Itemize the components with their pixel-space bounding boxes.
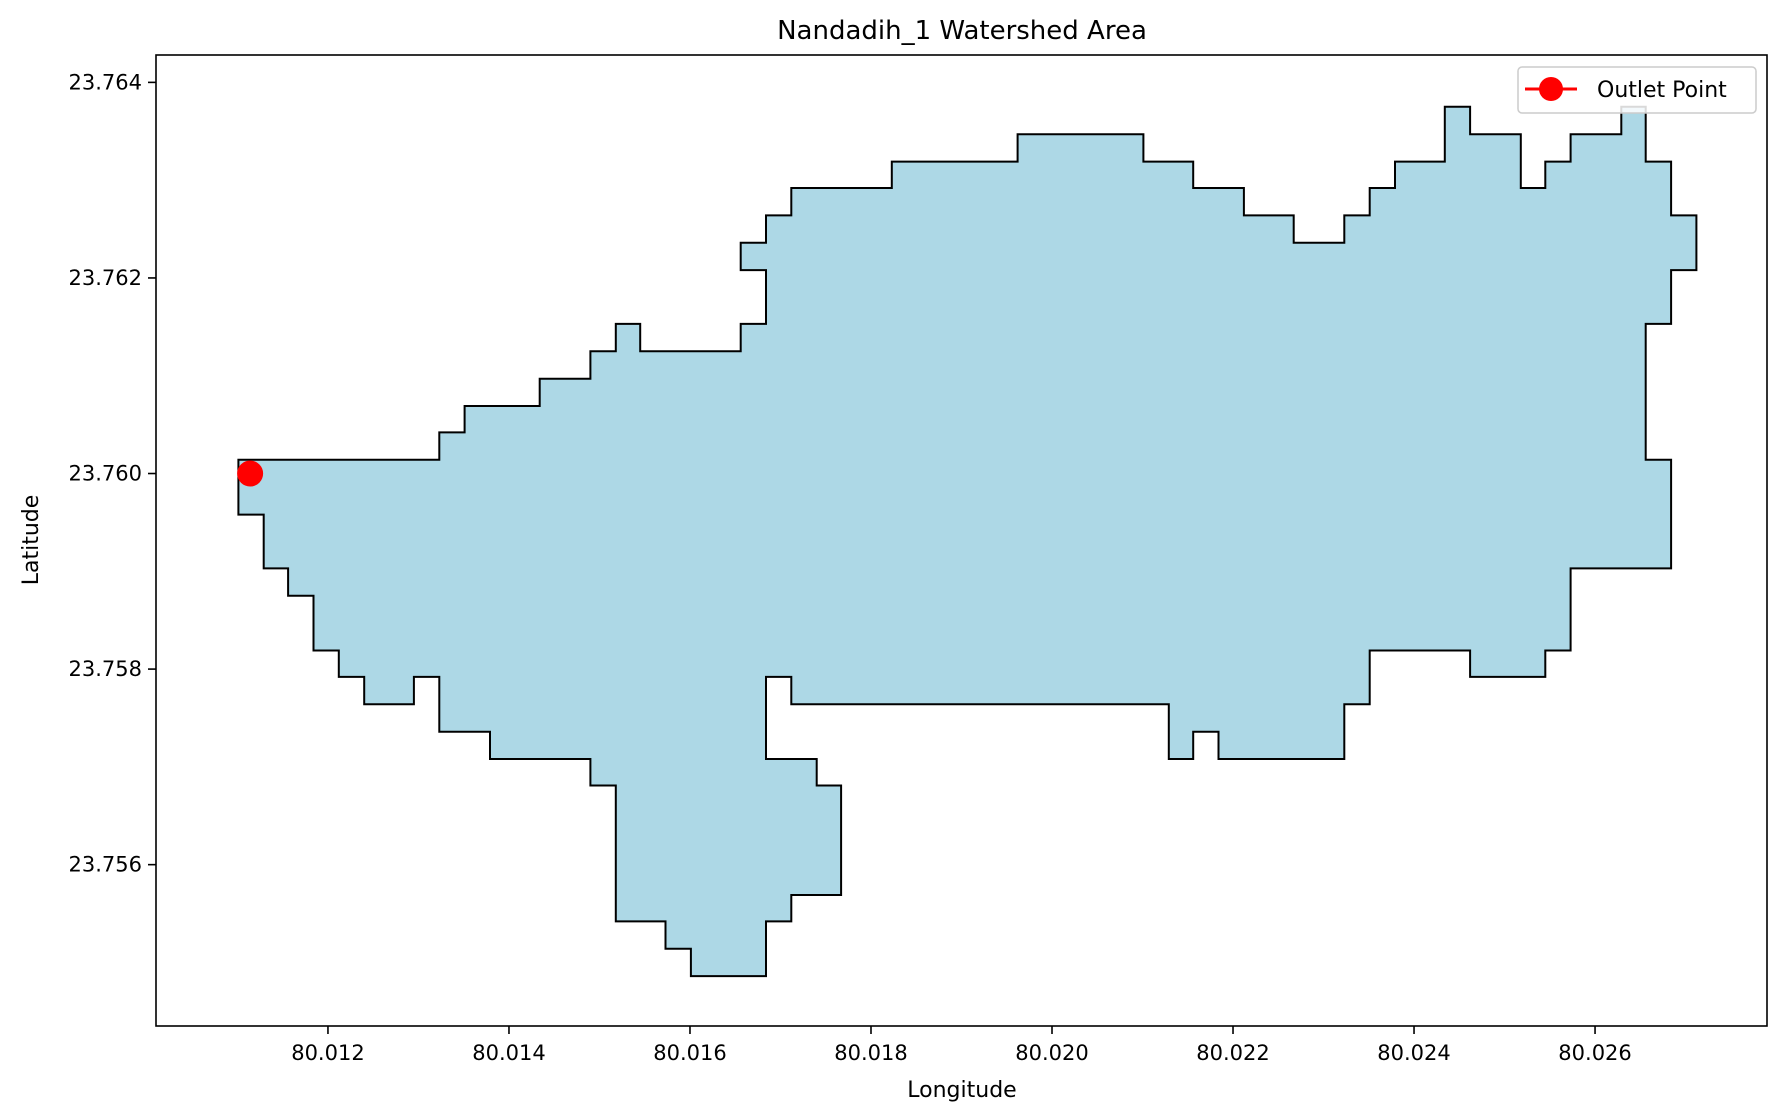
outlet-point-marker [237, 460, 264, 487]
x-tick-label: 80.018 [834, 1041, 907, 1065]
x-tick-label: 80.020 [1015, 1041, 1088, 1065]
x-tick-label: 80.012 [291, 1041, 364, 1065]
axes-frame [155, 54, 1768, 1027]
x-tick-label: 80.024 [1377, 1041, 1450, 1065]
legend-label-outlet-point: Outlet Point [1597, 78, 1727, 103]
x-axis-ticks: 80.012 80.014 80.016 80.018 80.020 80.022 80.0… [291, 1026, 1632, 1065]
legend-marker [1539, 77, 1563, 101]
x-tick-label: 80.022 [1196, 1041, 1269, 1065]
plot-area [237, 105, 1698, 978]
x-tick-label: 80.014 [472, 1041, 545, 1065]
y-axis-title: Latitude [19, 495, 44, 586]
watershed-polygon [237, 105, 1698, 978]
y-tick-label: 23.756 [69, 853, 142, 877]
y-tick-label: 23.762 [69, 266, 142, 290]
x-tick-label: 80.016 [653, 1041, 726, 1065]
legend: Outlet Point [1517, 66, 1757, 114]
chart-title: Nandadih_1 Watershed Area [777, 16, 1147, 46]
y-tick-label: 23.760 [69, 462, 142, 486]
y-tick-label: 23.758 [69, 657, 142, 681]
y-tick-label: 23.764 [69, 70, 142, 94]
x-axis-title: Longitude [907, 1078, 1016, 1103]
x-tick-label: 80.026 [1558, 1041, 1631, 1065]
legend-box [1517, 66, 1757, 114]
y-axis-ticks: 23.756 23.758 23.760 23.762 23.764 [69, 70, 156, 877]
